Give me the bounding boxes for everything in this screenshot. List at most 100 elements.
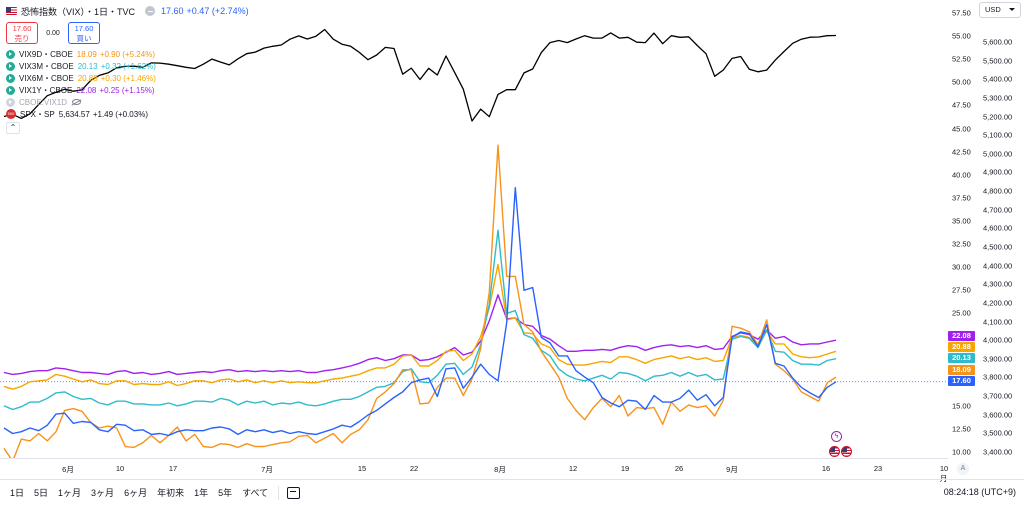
legend-collapse-button[interactable]: ⌃ xyxy=(6,122,20,134)
legend-vix6m[interactable]: VIX6M・CBOE 20.88 +0.30 (+1.46%) xyxy=(6,72,249,84)
right-tick-label: 5,100.00 xyxy=(983,130,1013,140)
legend-name: VIX3M・CBOE xyxy=(19,61,74,71)
play-icon[interactable] xyxy=(6,49,15,59)
bottom-toolbar: 1日 5日 1ヶ月 3ヶ月 6ヶ月 年初来 1年 5年 すべて 08:24:18… xyxy=(0,479,1024,505)
legend-value: 18.09 xyxy=(76,49,97,59)
range-6m[interactable]: 6ヶ月 xyxy=(124,488,148,498)
left-tick-label: 40.00 xyxy=(952,170,971,180)
left-tick-label: 52.50 xyxy=(952,54,971,64)
range-1d[interactable]: 1日 xyxy=(10,488,25,498)
left-tick-label: 45.00 xyxy=(952,124,971,134)
left-tick-label: 27.50 xyxy=(952,285,971,295)
left-tick-label: 25.00 xyxy=(952,308,971,318)
main-change: +0.47 (+2.74%) xyxy=(186,6,249,16)
sell-button[interactable]: 17.60 売り xyxy=(6,22,38,44)
time-tick-label: 6月 xyxy=(62,465,74,474)
hidden-dot-icon[interactable] xyxy=(6,97,15,107)
spread-value: 0.00 xyxy=(46,29,60,37)
price-tag: 20.88 xyxy=(948,342,975,352)
right-tick-label: 3,400.00 xyxy=(983,447,1013,457)
buy-label: 買い xyxy=(76,33,92,43)
time-tick-label: 16 xyxy=(821,464,831,473)
range-all[interactable]: すべて xyxy=(242,488,269,498)
legend-change: +0.90 (+5.24%) xyxy=(99,49,155,59)
chart-plot[interactable] xyxy=(0,0,948,458)
eye-off-icon[interactable] xyxy=(72,99,82,105)
legend-vix1d-hidden[interactable]: CBOE:VIX1D xyxy=(6,96,249,108)
right-tick-label: 5,400.00 xyxy=(983,74,1013,84)
range-1y[interactable]: 1年 xyxy=(194,488,209,498)
us-event-flag-icon[interactable] xyxy=(841,446,852,457)
dividend-event-icon[interactable]: ϟ xyxy=(831,431,842,442)
clock[interactable]: 08:24:18 (UTC+9) xyxy=(943,487,1016,497)
right-tick-label: 3,800.00 xyxy=(983,372,1013,382)
price-axis[interactable]: USD 57.50 55.00 52.50 50.00 47.50 45.00 42.50 4… xyxy=(948,0,1024,458)
goto-date-icon[interactable] xyxy=(287,486,301,499)
right-tick-label: 4,000.00 xyxy=(983,335,1013,345)
time-tick-label: 7月 xyxy=(261,465,273,474)
range-1m[interactable]: 1ヶ月 xyxy=(58,488,82,498)
legend-vix9d[interactable]: VIX9D・CBOE 18.09 +0.90 (+5.24%) xyxy=(6,48,249,60)
series-line-vix9d xyxy=(3,144,837,458)
right-tick-label: 4,500.00 xyxy=(983,242,1013,252)
right-tick-label: 3,500.00 xyxy=(983,428,1013,438)
left-tick-label: 47.50 xyxy=(952,100,971,110)
right-tick-label: 3,600.00 xyxy=(983,410,1013,420)
right-tick-label: 4,200.00 xyxy=(983,298,1013,308)
left-tick-label: 55.00 xyxy=(952,31,971,41)
right-tick-label: 4,900.00 xyxy=(983,167,1013,177)
legend-vix1y[interactable]: VIX1Y・CBOE 22.08 +0.25 (+1.15%) xyxy=(6,84,249,96)
left-tick-label: 57.50 xyxy=(952,8,971,18)
right-tick-label: 5,200.00 xyxy=(983,112,1013,122)
time-tick-label: 12 xyxy=(568,464,578,473)
currency-select[interactable]: USD xyxy=(979,2,1021,18)
time-tick-label: 26 xyxy=(674,464,684,473)
us-event-flag-icon[interactable] xyxy=(829,446,840,457)
sell-price: 17.60 xyxy=(12,24,32,33)
legend-change: +0.32 (+1.62%) xyxy=(100,61,156,71)
price-tag: 17.60 xyxy=(948,376,975,386)
legend-name: VIX1Y・CBOE xyxy=(19,85,73,95)
legend-main-row[interactable]: 恐怖指数（VIX）・1日・TVC 17.60 +0.47 (+2.74%) xyxy=(6,4,249,18)
time-tick-label: 23 xyxy=(873,464,883,473)
auto-scale-button[interactable]: A xyxy=(957,463,969,475)
legend-value: 20.88 xyxy=(77,73,98,83)
right-tick-label: 3,900.00 xyxy=(983,354,1013,364)
spx-change: +1.49 (+0.03%) xyxy=(92,109,148,119)
time-tick-label: 10 xyxy=(115,464,125,473)
series-line-vix6m xyxy=(3,263,837,390)
buy-button[interactable]: 17.60 買い xyxy=(68,22,100,44)
legend-panel: 恐怖指数（VIX）・1日・TVC 17.60 +0.47 (+2.74%) 17… xyxy=(6,4,249,134)
price-tag: 18.09 xyxy=(948,365,975,375)
spx-logo-icon: 500 xyxy=(6,109,16,119)
play-icon[interactable] xyxy=(6,61,15,71)
range-3m[interactable]: 3ヶ月 xyxy=(91,488,115,498)
range-5y[interactable]: 5年 xyxy=(218,488,233,498)
symbol-title[interactable]: 恐怖指数（VIX）・1日・TVC xyxy=(21,6,136,17)
range-ytd[interactable]: 年初来 xyxy=(157,488,185,498)
left-tick-label: 12.50 xyxy=(952,424,971,434)
collapse-circle-icon[interactable] xyxy=(145,6,156,16)
price-tag: 22.08 xyxy=(948,331,975,341)
time-tick-label: 15 xyxy=(357,464,367,473)
right-tick-label: 4,300.00 xyxy=(983,279,1013,289)
right-tick-label: 5,000.00 xyxy=(983,149,1013,159)
right-tick-label: 4,100.00 xyxy=(983,317,1013,327)
legend-vix3m[interactable]: VIX3M・CBOE 20.13 +0.32 (+1.62%) xyxy=(6,60,249,72)
time-tick-label: 19 xyxy=(620,464,630,473)
play-icon[interactable] xyxy=(6,85,15,95)
right-tick-label: 3,700.00 xyxy=(983,391,1013,401)
time-axis[interactable]: 6月 10 17 7月 15 22 8月 12 19 26 9月 16 23 10月 xyxy=(0,458,948,483)
time-tick-label: 9月 xyxy=(726,465,738,474)
right-tick-label: 4,600.00 xyxy=(983,223,1013,233)
time-tick-label: 10月 xyxy=(939,464,949,483)
buy-price: 17.60 xyxy=(74,24,94,33)
chart-pane[interactable]: 恐怖指数（VIX）・1日・TVC 17.60 +0.47 (+2.74%) 17… xyxy=(0,0,948,458)
play-icon[interactable] xyxy=(6,73,15,83)
us-flag-icon xyxy=(6,7,17,15)
range-5d[interactable]: 5日 xyxy=(34,488,49,498)
legend-spx[interactable]: 500 SPX・SP 5,634.57 +1.49 (+0.03%) xyxy=(6,108,249,120)
right-tick-label: 4,700.00 xyxy=(983,205,1013,215)
price-tag: 20.13 xyxy=(948,353,975,363)
